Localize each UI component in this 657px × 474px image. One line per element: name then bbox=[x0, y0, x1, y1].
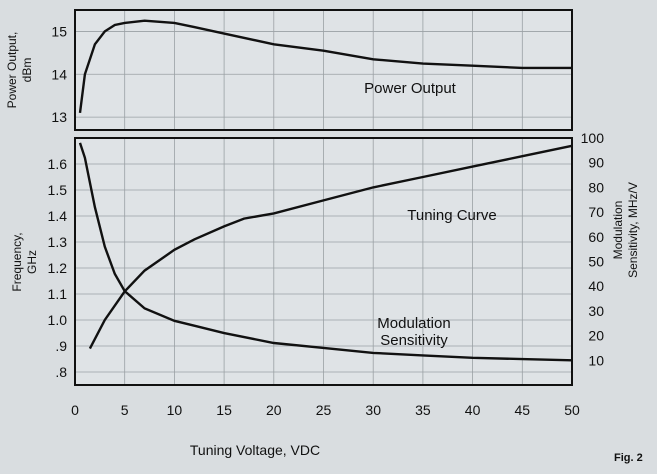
power-output-line bbox=[78, 19, 572, 114]
y-tick-label: .8 bbox=[55, 364, 67, 380]
y2-tick-label: 20 bbox=[588, 328, 604, 344]
y2-tick-label: 50 bbox=[588, 254, 604, 270]
y-tick-label: .9 bbox=[55, 338, 67, 354]
x-tick-label: 45 bbox=[515, 402, 531, 418]
y2-axis-title-line1: Modulation bbox=[611, 201, 625, 260]
y-tick-label: 1.6 bbox=[48, 156, 68, 172]
top-y-tick-label: 13 bbox=[51, 109, 67, 125]
y2-tick-label: 80 bbox=[588, 179, 604, 195]
power-output-annotation: Power Output bbox=[364, 80, 457, 97]
y-axis-title-line1: Frequency, bbox=[10, 232, 24, 291]
x-axis-title: Tuning Voltage, VDC bbox=[190, 442, 320, 458]
y2-tick-label: 90 bbox=[588, 155, 604, 171]
y2-tick-label: 70 bbox=[588, 204, 604, 220]
bottom-panel-frame bbox=[74, 137, 573, 386]
x-tick-label: 5 bbox=[121, 402, 129, 418]
y-tick-label: 1.3 bbox=[48, 234, 68, 250]
x-tick-label: 30 bbox=[365, 402, 381, 418]
tuning-curve-line bbox=[88, 144, 573, 350]
y-tick-label: 1.2 bbox=[48, 260, 68, 276]
tuning-curve-label: Tuning Curve bbox=[407, 207, 497, 224]
x-tick-label: 15 bbox=[216, 402, 232, 418]
y-tick-label: 1.0 bbox=[48, 312, 68, 328]
y2-tick-label: 40 bbox=[588, 278, 604, 294]
x-tick-label: 40 bbox=[465, 402, 481, 418]
x-tick-label: 10 bbox=[167, 402, 183, 418]
y2-axis-title-line2: Sensitivity, MHz/V bbox=[626, 182, 640, 278]
x-tick-label: 35 bbox=[415, 402, 431, 418]
top-y-tick-label: 15 bbox=[51, 23, 67, 39]
top-y-tick-label: 14 bbox=[51, 66, 67, 82]
modulation-sensitivity-label-line1: Modulation bbox=[377, 315, 450, 332]
y2-tick-label: 100 bbox=[581, 130, 605, 146]
y-axis-title-line2: GHz bbox=[25, 250, 39, 274]
y-tick-label: 1.1 bbox=[48, 286, 68, 302]
modulation-sensitivity-line bbox=[78, 142, 573, 362]
x-tick-label: 0 bbox=[71, 402, 79, 418]
top-y-axis-title-line2: dBm bbox=[20, 58, 34, 83]
top-panel-frame bbox=[74, 9, 573, 131]
x-tick-label: 20 bbox=[266, 402, 282, 418]
y2-tick-label: 60 bbox=[588, 229, 604, 245]
x-tick-label: 25 bbox=[316, 402, 332, 418]
modulation-sensitivity-label-line2: Sensitivity bbox=[380, 332, 448, 349]
y-tick-label: 1.4 bbox=[48, 208, 68, 224]
figure-label: Fig. 2 bbox=[614, 452, 643, 464]
y-tick-label: 1.5 bbox=[48, 182, 68, 198]
x-tick-label: 50 bbox=[564, 402, 580, 418]
top-y-axis-title-line1: Power Output, bbox=[5, 32, 19, 109]
y2-tick-label: 10 bbox=[588, 352, 604, 368]
y2-tick-label: 30 bbox=[588, 303, 604, 319]
